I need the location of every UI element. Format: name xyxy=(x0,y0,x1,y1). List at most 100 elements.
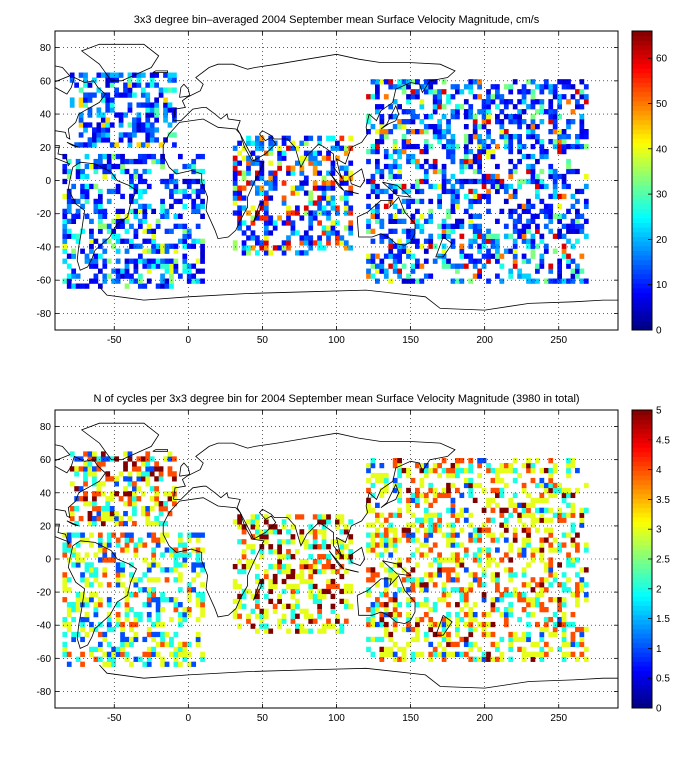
cycles-bin-cell xyxy=(366,646,371,653)
cycles-bin-cell xyxy=(481,522,487,528)
y-tick-label: 80 xyxy=(40,43,52,54)
cycles-bin-cell xyxy=(490,477,496,484)
cycles-bin-cell xyxy=(557,602,562,608)
velocity-bin-cell xyxy=(237,150,242,156)
cycles-bin-cell xyxy=(186,597,192,603)
velocity-bin-cell xyxy=(308,155,314,161)
velocity-bin-cell xyxy=(397,273,402,279)
cycles-bin-cell xyxy=(530,467,536,474)
cycles-bin-cell xyxy=(120,621,125,628)
velocity-bin-cell xyxy=(277,160,282,166)
colorbar-segment xyxy=(632,87,652,93)
velocity-bin-cell xyxy=(172,87,177,93)
velocity-bin-cell xyxy=(106,188,112,195)
cycles-bin-cell xyxy=(383,607,389,613)
cycles-bin-cell xyxy=(124,532,130,538)
velocity-bin-cell xyxy=(401,228,407,234)
velocity-bin-cell xyxy=(200,188,205,195)
cycles-bin-cell xyxy=(124,636,130,643)
velocity-bin-cell xyxy=(517,133,522,140)
velocity-bin-cell xyxy=(255,190,260,196)
velocity-bin-cell xyxy=(92,142,97,148)
velocity-bin-cell xyxy=(330,170,336,176)
cycles-bin-cell xyxy=(446,537,451,543)
cycles-bin-cell xyxy=(450,522,456,528)
velocity-bin-cell xyxy=(160,153,165,160)
velocity-bin-cell xyxy=(437,233,442,239)
velocity-bin-cell xyxy=(167,122,173,128)
velocity-bin-cell xyxy=(517,158,522,165)
cycles-bin-cell xyxy=(200,532,205,538)
cycles-bin-cell xyxy=(383,582,389,588)
cycles-bin-cell xyxy=(552,597,558,603)
velocity-bin-cell xyxy=(268,180,274,186)
velocity-bin-cell xyxy=(136,122,142,128)
velocity-bin-cell xyxy=(78,117,84,123)
x-tick-label: 250 xyxy=(550,335,567,346)
cycles-bin-cell xyxy=(481,547,487,553)
velocity-bin-cell xyxy=(415,79,420,85)
cycles-bin-cell xyxy=(109,491,115,497)
cycles-bin-cell xyxy=(455,517,460,523)
cycles-bin-cell xyxy=(548,458,554,464)
cycles-bin-cell xyxy=(370,547,376,553)
velocity-bin-cell xyxy=(388,228,394,234)
colorbar-segment xyxy=(632,31,652,37)
velocity-bin-cell xyxy=(191,278,197,284)
velocity-bin-cell xyxy=(96,137,102,143)
velocity-bin-cell xyxy=(66,228,72,234)
cycles-bin-cell xyxy=(575,582,580,588)
velocity-bin-cell xyxy=(137,278,143,284)
cycles-bin-cell xyxy=(392,656,398,662)
cycles-bin-cell xyxy=(548,532,554,538)
velocity-bin-cell xyxy=(173,263,179,269)
velocity-bin-cell xyxy=(477,124,482,130)
velocity-bin-cell xyxy=(455,268,460,274)
cycles-bin-cell xyxy=(160,631,165,638)
cycles-bin-cell xyxy=(142,572,148,578)
coastline xyxy=(382,560,412,577)
cycles-bin-cell xyxy=(548,547,554,553)
velocity-bin-cell xyxy=(397,268,402,274)
x-tick-label: 50 xyxy=(257,335,269,346)
velocity-bin-cell xyxy=(486,94,491,100)
velocity-bin-cell xyxy=(530,238,536,244)
velocity-bin-cell xyxy=(97,283,103,289)
cycles-bin-cell xyxy=(446,467,451,474)
velocity-bin-cell xyxy=(428,273,434,279)
cycles-bin-cell xyxy=(521,552,527,558)
velocity-bin-cell xyxy=(441,218,447,224)
velocity-bin-cell xyxy=(149,107,155,113)
colorbar-segment xyxy=(632,166,652,172)
velocity-bin-cell xyxy=(100,112,106,118)
cycles-bin-cell xyxy=(419,482,425,489)
velocity-bin-cell xyxy=(366,228,371,234)
velocity-bin-cell xyxy=(423,148,429,155)
velocity-bin-cell xyxy=(575,168,580,175)
cycles-bin-cell xyxy=(146,532,152,538)
velocity-bin-cell xyxy=(78,102,84,108)
cycles-bin-cell xyxy=(182,656,188,662)
velocity-bin-cell xyxy=(335,145,340,151)
cycles-bin-cell xyxy=(535,517,540,523)
velocity-bin-cell xyxy=(583,173,589,180)
cycles-bin-cell xyxy=(140,476,146,482)
velocity-bin-cell xyxy=(526,238,531,244)
cycles-bin-cell xyxy=(277,563,282,570)
velocity-bin-cell xyxy=(281,135,287,141)
velocity-bin-cell xyxy=(477,109,482,115)
cycles-bin-cell xyxy=(379,537,385,543)
cycles-bin-cell xyxy=(543,607,549,613)
velocity-bin-cell xyxy=(557,278,562,284)
velocity-bin-cell xyxy=(146,153,152,160)
y-tick-label: -60 xyxy=(37,276,52,287)
cycles-bin-cell xyxy=(512,532,518,538)
velocity-bin-cell xyxy=(415,198,420,205)
cycles-bin-cell xyxy=(552,467,558,474)
cycles-bin-cell xyxy=(105,471,111,477)
coastline xyxy=(356,574,416,625)
velocity-bin-cell xyxy=(163,87,168,93)
colorbar-segment xyxy=(632,451,652,457)
colorbar-segment xyxy=(632,577,652,583)
cycles-bin-cell xyxy=(237,613,242,619)
